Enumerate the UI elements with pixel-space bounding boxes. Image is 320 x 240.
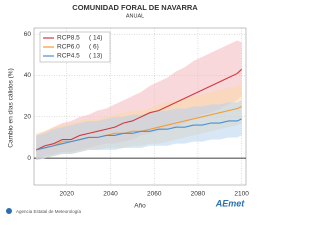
x-tick-label: 2020 — [60, 191, 75, 198]
x-tick-label: 2100 — [234, 191, 249, 198]
legend-count: ( 13) — [89, 53, 102, 60]
y-tick-label: 0 — [27, 155, 31, 162]
logo: AEmet — [215, 198, 246, 208]
y-tick-label: 40 — [24, 72, 32, 79]
y-axis-label: Cambio en días cálidos (%) — [8, 68, 15, 147]
legend-count: ( 6) — [89, 44, 99, 51]
x-tick-label: 2080 — [191, 191, 206, 198]
chart-title: COMUNIDAD FORAL DE NAVARRA — [72, 3, 198, 12]
x-tick-label: 2040 — [103, 191, 118, 198]
footer: Agencia Estatal de Meteorología — [16, 209, 82, 214]
y-tick-label: 60 — [24, 31, 32, 38]
legend-label: RCP4.5 — [57, 53, 80, 60]
line — [35, 68, 243, 151]
footer-icon — [6, 208, 12, 214]
x-tick-label: 2060 — [147, 191, 162, 198]
chart: COMUNIDAD FORAL DE NAVARRA ANUAL Cambio … — [6, 3, 249, 214]
line — [36, 118, 242, 151]
y-tick-label: 20 — [24, 114, 32, 121]
legend-label: RCP6.0 — [57, 44, 80, 51]
legend-count: ( 14) — [89, 35, 102, 42]
chart-subtitle: ANUAL — [126, 13, 144, 19]
legend-label: RCP8.5 — [57, 35, 80, 42]
band — [36, 100, 242, 161]
x-axis-label: Año — [134, 203, 146, 210]
